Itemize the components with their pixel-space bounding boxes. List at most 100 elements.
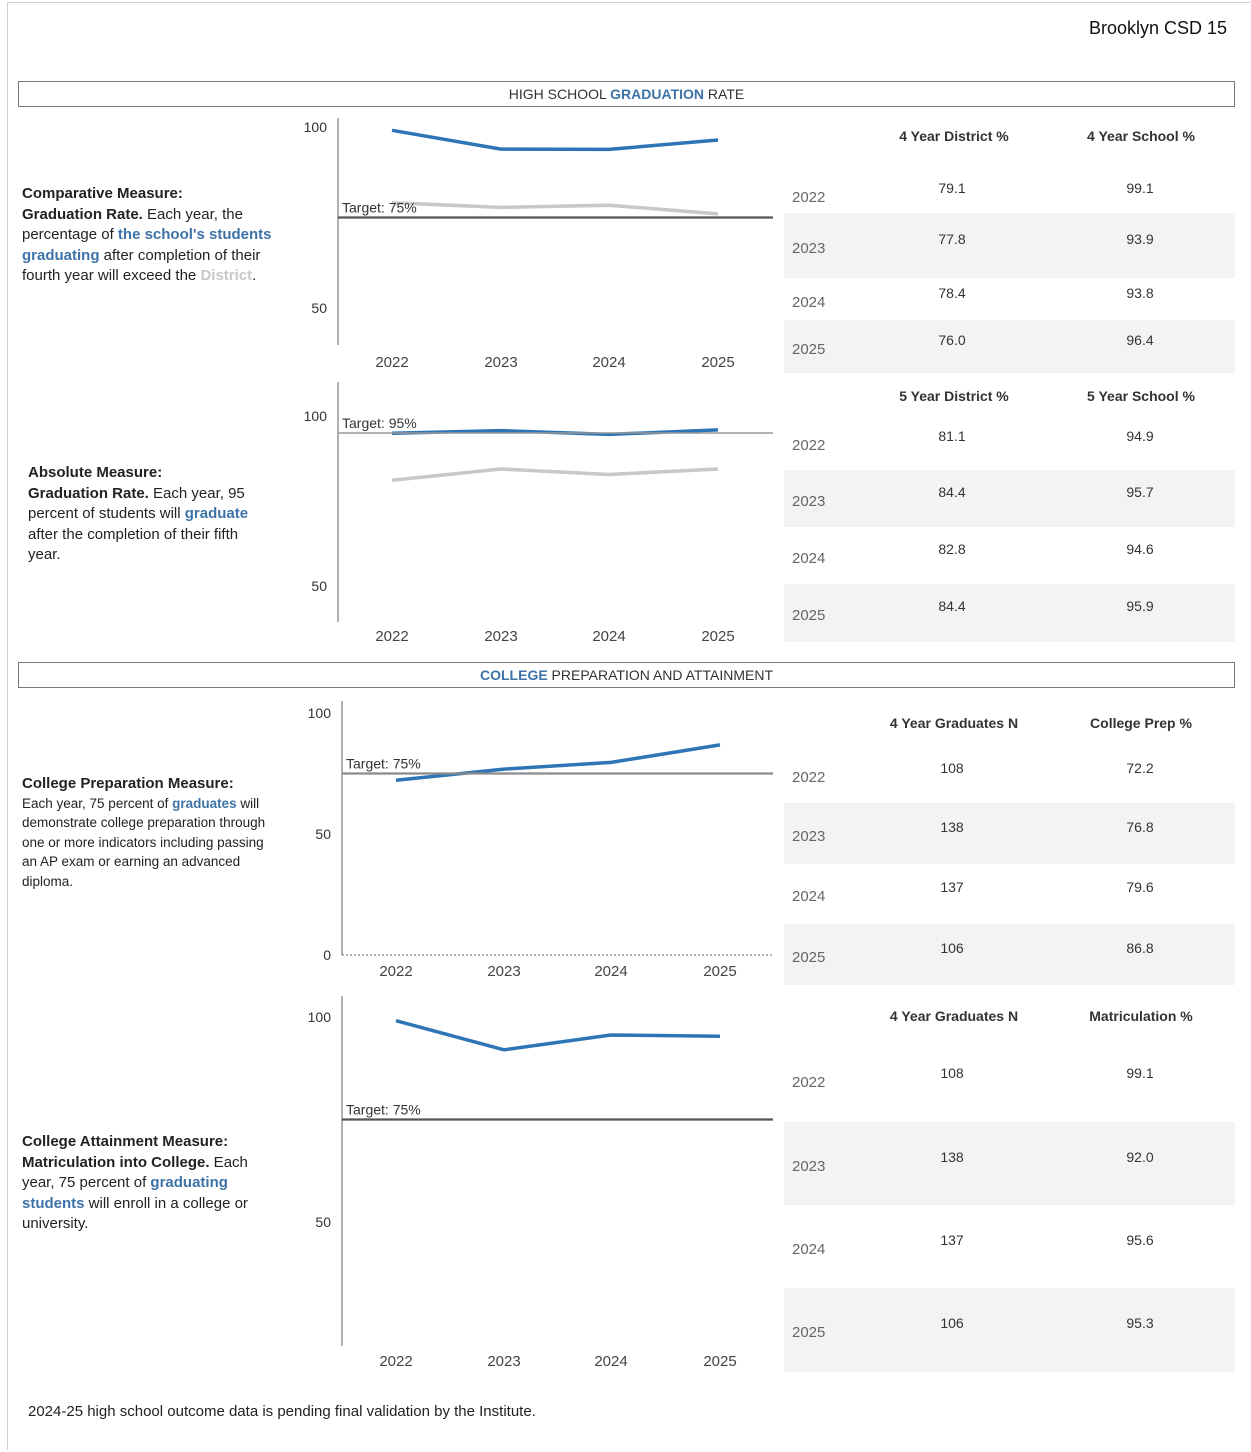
- y-tick-label: 50: [311, 300, 327, 316]
- cell-value: 79.6: [1126, 879, 1154, 895]
- table-graduation-4yr: 4 Year District % 4 Year School % 2022 79.1…: [784, 118, 1235, 373]
- banner-text-pre: HIGH SCHOOL: [508, 86, 611, 102]
- table-row: 2024 78.4 93.8: [784, 267, 1235, 332]
- cell-value: 106: [940, 1315, 964, 1331]
- chart-svg: 100 50 2022 2023 2024 2025 Target: 75%: [304, 118, 773, 371]
- cell-value: 84.4: [938, 598, 966, 614]
- chart-svg: 100 50 2022 2023 2024 2025 Target: 75%: [308, 996, 773, 1370]
- x-tick-label: 2025: [701, 628, 734, 645]
- table-row: 2025 76.0 96.4: [784, 320, 1235, 373]
- series-line: [391, 467, 719, 483]
- row-year: 2024: [792, 888, 826, 905]
- y-tick-label: 50: [315, 826, 331, 842]
- table-row: 2022 108 99.1: [784, 1038, 1235, 1122]
- column-header: 4 Year District %: [899, 128, 1009, 144]
- cell-value: 72.2: [1126, 759, 1154, 776]
- y-tick-label: 100: [308, 705, 332, 721]
- row-year: 2024: [792, 549, 826, 567]
- cell-value: 96.4: [1126, 331, 1154, 348]
- x-tick-label: 2022: [375, 628, 408, 645]
- column-header: 4 Year Graduates N: [889, 1008, 1019, 1024]
- cell-value: 138: [940, 818, 964, 835]
- column-header: 5 Year School %: [1087, 388, 1195, 404]
- row-year: 2023: [792, 827, 826, 845]
- column-header: 4 Year Graduates N: [889, 715, 1019, 731]
- series-line: [395, 743, 721, 783]
- table-graduation-5yr: 5 Year District % 5 Year School % 2022 81.1…: [784, 380, 1235, 642]
- table-row: 2023 77.8 93.9: [784, 213, 1235, 278]
- target-label: Target: 75%: [346, 756, 421, 772]
- cell-value: 84.4: [938, 483, 966, 500]
- cell-value: 99.1: [1126, 1065, 1154, 1081]
- row-year: 2024: [792, 293, 826, 311]
- table-row: 2022 81.1 94.9: [784, 416, 1235, 470]
- cell-value: 93.9: [1126, 230, 1154, 247]
- page-frame: [7, 2, 1250, 1450]
- cell-value: 77.8: [938, 230, 966, 247]
- cell-value: 137: [940, 1231, 964, 1248]
- y-tick-label: 50: [315, 1214, 331, 1230]
- row-year: 2022: [792, 188, 826, 206]
- row-year: 2023: [792, 239, 826, 257]
- x-tick-label: 2022: [375, 354, 408, 371]
- cell-value: 137: [940, 879, 964, 895]
- cell-value: 106: [940, 939, 964, 956]
- row-year: 2022: [792, 768, 826, 786]
- college-prep-measure-description: College Preparation Measure: Each year, 7…: [22, 775, 266, 889]
- chart-graduation-4yr: 100 50 2022 2023 2024 2025 Target: 75%: [290, 110, 785, 372]
- table-row: 2022 108 72.2: [784, 746, 1235, 803]
- x-tick-label: 2022: [379, 1353, 412, 1370]
- column-header: Matriculation %: [1089, 1008, 1193, 1024]
- row-year: 2024: [792, 1240, 826, 1258]
- column-header: College Prep %: [1090, 715, 1192, 731]
- x-tick-label: 2025: [703, 1353, 736, 1370]
- college-section-banner: COLLEGE PREPARATION AND ATTAINMENT: [18, 662, 1235, 688]
- series-line: [391, 128, 719, 152]
- cell-value: 95.9: [1126, 598, 1154, 614]
- banner-text-post: PREPARATION AND ATTAINMENT: [547, 667, 773, 683]
- table-row: 2023 138 76.8: [784, 803, 1235, 864]
- x-tick-label: 2025: [701, 354, 734, 371]
- table-matriculation: 4 Year Graduates N Matriculation % 2022 108…: [784, 998, 1235, 1372]
- cell-value: 81.1: [938, 428, 966, 444]
- cell-value: 95.7: [1126, 483, 1154, 500]
- table-row: 2024 137 95.6: [784, 1205, 1235, 1288]
- row-year: 2025: [792, 607, 826, 624]
- table-row: 2024 137 79.6: [784, 864, 1235, 924]
- chart-graduation-5yr: 100 50 2022 2023 2024 2025 Target: 95%: [290, 378, 785, 650]
- y-tick-label: 100: [304, 119, 328, 135]
- x-tick-label: 2024: [592, 628, 625, 645]
- x-tick-label: 2022: [379, 963, 412, 980]
- x-tick-label: 2023: [484, 354, 517, 371]
- banner-highlight: GRADUATION: [610, 86, 705, 102]
- x-tick-label: 2023: [487, 963, 520, 980]
- chart-college-prep: 100 50 0 2022 2023 2024 2025 Target: 75%: [290, 695, 785, 985]
- target-label: Target: 75%: [346, 1102, 421, 1118]
- table-row: 2025 106 86.8: [784, 924, 1235, 985]
- table-row: 2025 106 95.3: [784, 1288, 1235, 1372]
- graduation-section-banner: HIGH SCHOOL GRADUATION RATE: [18, 81, 1235, 107]
- cell-value: 79.1: [938, 179, 966, 196]
- banner-text-post: RATE: [704, 86, 745, 102]
- cell-value: 82.8: [938, 540, 966, 557]
- cell-value: 99.1: [1126, 179, 1154, 196]
- row-year: 2023: [792, 492, 826, 510]
- footnote: 2024-25 high school outcome data is pend…: [28, 1403, 536, 1420]
- absolute-measure-description: Absolute Measure: Graduation Rate. Each y…: [28, 464, 249, 563]
- x-tick-label: 2023: [487, 1353, 520, 1370]
- district-name: Brooklyn CSD 15: [1088, 18, 1227, 38]
- x-tick-label: 2024: [594, 963, 627, 980]
- table-row: 2023 84.4 95.7: [784, 470, 1235, 527]
- row-year: 2022: [792, 1074, 826, 1091]
- comparative-measure-description: Comparative Measure: Graduation Rate. Eac…: [22, 185, 272, 284]
- cell-value: 78.4: [938, 284, 966, 301]
- y-tick-label: 0: [323, 947, 331, 963]
- cell-value: 76.8: [1126, 818, 1154, 835]
- x-tick-label: 2023: [484, 628, 517, 645]
- chart-matriculation: 100 50 2022 2023 2024 2025 Target: 75%: [290, 990, 785, 1375]
- y-tick-label: 100: [308, 1009, 332, 1025]
- row-year: 2023: [792, 1157, 826, 1175]
- cell-value: 108: [940, 1065, 964, 1081]
- banner-highlight: COLLEGE: [480, 667, 548, 683]
- chart-svg: 100 50 0 2022 2023 2024 2025 Target: 75%: [308, 701, 773, 980]
